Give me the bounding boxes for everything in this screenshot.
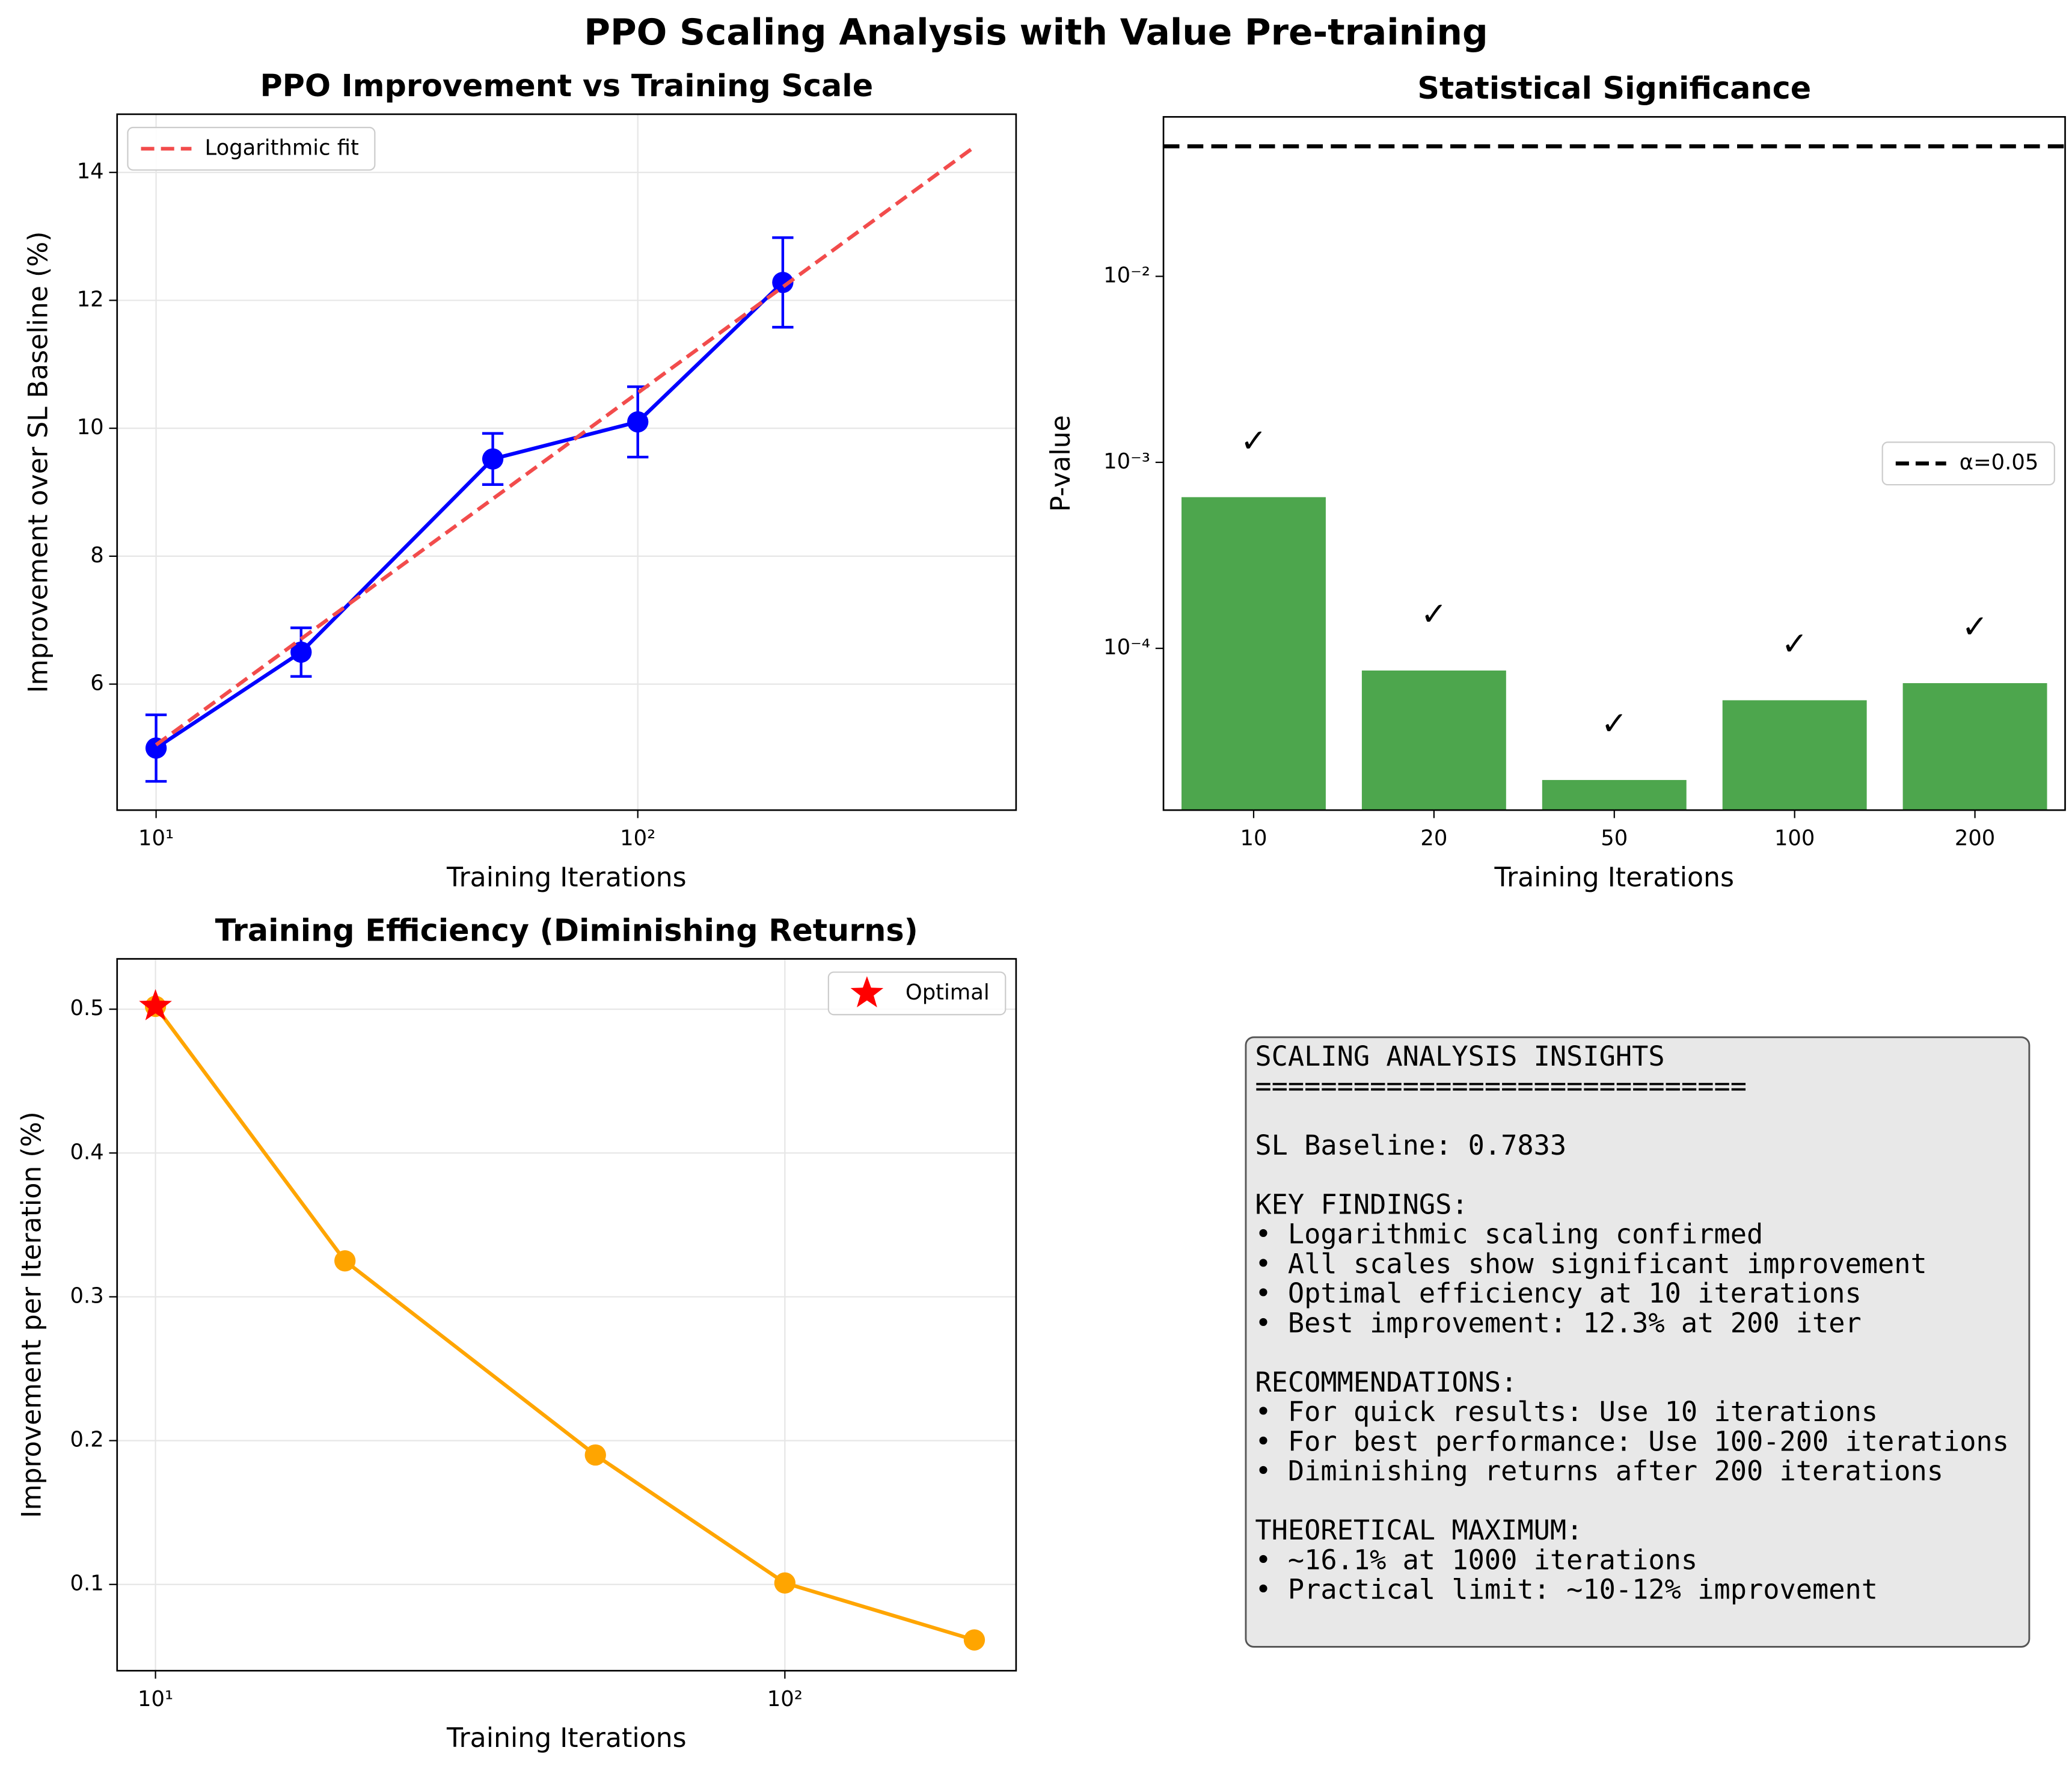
- marker: [627, 411, 649, 433]
- y-tick-label: 6: [90, 671, 103, 696]
- insight-line: • Optimal efficiency at 10 iterations: [1255, 1277, 1861, 1309]
- insight-line: • For best performance: Use 100-200 iter…: [1255, 1425, 2009, 1457]
- insight-line: RECOMMENDATIONS:: [1255, 1366, 1517, 1398]
- y-axis-label: P-value: [1046, 415, 1076, 512]
- bar: [1902, 683, 2047, 811]
- bar-annotation: ✓: [1601, 705, 1628, 742]
- y-tick-label: 8: [90, 543, 103, 568]
- plot-frame: [116, 113, 1017, 811]
- x-axis-label: Training Iterations: [446, 862, 687, 893]
- insight-line: THEORETICAL MAXIMUM:: [1255, 1514, 1583, 1546]
- plot-frame: [116, 958, 1017, 1672]
- bar: [1181, 497, 1326, 811]
- highlight-star: [139, 989, 172, 1021]
- bar: [1542, 780, 1687, 811]
- bar: [1722, 700, 1867, 811]
- insight-line: • ~16.1% at 1000 iterations: [1255, 1544, 1697, 1576]
- bar-annotation: ✓: [1240, 423, 1267, 459]
- chart-title: Training Efficiency (Diminishing Returns…: [215, 912, 918, 948]
- x-tick-label: 10²: [620, 826, 655, 851]
- insight-line: • Logarithmic scaling confirmed: [1255, 1218, 1763, 1250]
- bar-annotation: ✓: [1961, 609, 1988, 645]
- plot-frame: [1162, 116, 2066, 811]
- x-tick-label: 10¹: [138, 1687, 173, 1711]
- y-axis-label: Improvement over SL Baseline (%): [23, 232, 54, 693]
- insight-line: SCALING ANALYSIS INSIGHTS: [1255, 1040, 1664, 1072]
- marker: [482, 448, 504, 470]
- x-tick-label: 50: [1601, 826, 1628, 851]
- legend-box: [127, 126, 376, 171]
- y-tick-label: 0.3: [70, 1283, 103, 1308]
- x-tick-label: 10: [1240, 826, 1267, 851]
- marker: [963, 1629, 985, 1651]
- insights-box: [1245, 1036, 2031, 1648]
- insight-line: ==============================: [1255, 1070, 1747, 1102]
- insight-line: • Diminishing returns after 200 iteratio…: [1255, 1455, 1943, 1487]
- y-tick-label: 10: [77, 415, 104, 440]
- chart-title: PPO Improvement vs Training Scale: [260, 68, 873, 103]
- y-tick-label: 0.2: [70, 1428, 103, 1452]
- bar-annotation: ✓: [1781, 626, 1807, 663]
- marker: [584, 1444, 606, 1466]
- x-axis-label: Training Iterations: [1494, 862, 1734, 893]
- legend-swatch: [850, 976, 884, 1008]
- insight-line: KEY FINDINGS:: [1255, 1188, 1468, 1220]
- insight-line: • Practical limit: ~10-12% improvement: [1255, 1574, 1878, 1606]
- y-tick-label: 0.4: [70, 1140, 103, 1164]
- marker: [772, 271, 794, 293]
- legend-label: Logarithmic fit: [205, 135, 359, 160]
- y-tick-label: 12: [77, 287, 104, 312]
- insight-line: SL Baseline: 0.7833: [1255, 1129, 1566, 1161]
- series-line: [155, 145, 976, 747]
- x-tick-label: 10²: [767, 1687, 803, 1711]
- y-tick-label: 0.5: [70, 996, 103, 1021]
- chart-title: Statistical Significance: [1417, 70, 1811, 106]
- y-tick-label: 10⁻³: [1103, 449, 1150, 474]
- figure-title: PPO Scaling Analysis with Value Pre-trai…: [584, 12, 1488, 54]
- x-tick-label: 20: [1420, 826, 1447, 851]
- insight-line: • All scales show significant improvemen…: [1255, 1248, 1926, 1280]
- y-tick-label: 10⁻⁴: [1103, 635, 1150, 660]
- x-tick-label: 10¹: [138, 826, 174, 851]
- insight-line: • For quick results: Use 10 iterations: [1255, 1396, 1878, 1428]
- bar: [1361, 671, 1506, 811]
- x-tick-label: 200: [1955, 826, 1995, 851]
- insight-line: • Best improvement: 12.3% at 200 iter: [1255, 1307, 1861, 1339]
- bar-annotation: ✓: [1421, 596, 1447, 633]
- y-tick-label: 0.1: [70, 1571, 103, 1596]
- legend-label: Optimal: [906, 980, 990, 1005]
- marker: [334, 1250, 356, 1272]
- marker: [290, 641, 312, 663]
- legend-box: [1881, 441, 2055, 486]
- y-tick-label: 10⁻²: [1103, 263, 1150, 288]
- marker: [774, 1572, 796, 1594]
- y-axis-label: Improvement per Iteration (%): [17, 1111, 48, 1518]
- legend-label: α=0.05: [1960, 450, 2039, 475]
- x-axis-label: Training Iterations: [446, 1723, 687, 1754]
- y-tick-label: 14: [77, 159, 104, 184]
- x-tick-label: 100: [1774, 826, 1815, 851]
